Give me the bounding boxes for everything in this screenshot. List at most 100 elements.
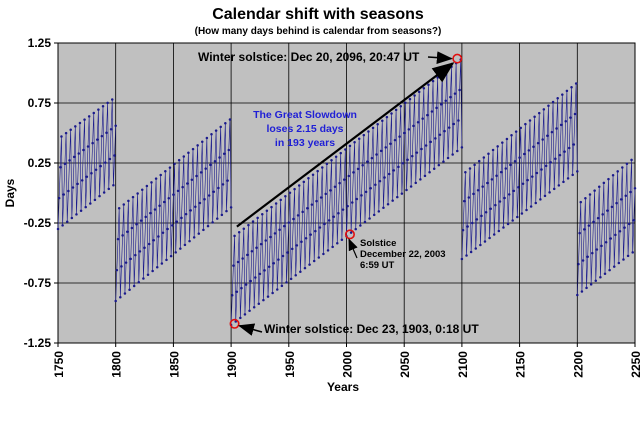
- data-point: [616, 170, 619, 173]
- data-point: [420, 147, 423, 151]
- data-point: [251, 220, 255, 223]
- data-point: [76, 182, 79, 186]
- data-point: [138, 250, 142, 253]
- data-point: [145, 184, 149, 188]
- data-point: [589, 283, 593, 286]
- data-point: [623, 226, 626, 229]
- data-point: [277, 258, 280, 261]
- data-point: [169, 254, 173, 258]
- data-point: [124, 261, 128, 264]
- data-point: [183, 243, 187, 247]
- data-point: [402, 131, 406, 135]
- data-point: [427, 83, 430, 86]
- data-point: [302, 180, 306, 184]
- data-point: [501, 141, 504, 144]
- data-point: [218, 156, 221, 159]
- data-point: [68, 159, 71, 162]
- data-point: [197, 232, 201, 235]
- data-point: [499, 170, 503, 174]
- data-point: [56, 227, 60, 231]
- data-point: [626, 254, 630, 258]
- data-point: [244, 283, 248, 286]
- data-point: [139, 219, 143, 222]
- data-point: [254, 276, 257, 279]
- data-point: [582, 228, 586, 231]
- data-point: [397, 165, 400, 169]
- data-point: [591, 251, 594, 255]
- data-point: [370, 156, 374, 160]
- data-point: [442, 160, 445, 163]
- data-point: [336, 242, 339, 245]
- data-point: [198, 201, 202, 205]
- data-point: [289, 277, 293, 281]
- data-point: [221, 183, 225, 186]
- data-point: [132, 284, 136, 288]
- x-tick-label: 1850: [167, 351, 181, 378]
- data-point: [581, 259, 585, 262]
- data-point: [235, 290, 239, 293]
- data-point: [233, 234, 236, 238]
- data-point: [576, 170, 579, 173]
- data-point: [180, 216, 183, 220]
- data-point: [184, 212, 188, 216]
- data-point: [165, 258, 168, 262]
- data-point: [285, 281, 288, 284]
- data-point: [413, 94, 416, 97]
- data-point: [375, 153, 378, 156]
- data-point: [359, 224, 362, 227]
- data-point: [541, 138, 544, 141]
- data-point: [443, 129, 446, 133]
- data-point: [444, 99, 447, 102]
- data-point: [199, 171, 203, 174]
- data-point: [558, 153, 562, 157]
- data-point: [168, 166, 172, 169]
- data-point: [562, 180, 565, 184]
- data-point: [512, 189, 516, 193]
- data-point: [507, 193, 511, 196]
- data-point: [207, 194, 211, 197]
- data-point: [473, 163, 476, 167]
- data-point: [524, 122, 527, 126]
- chart-title: Calendar shift with seasons: [212, 6, 424, 23]
- y-tick-label: -0.25: [24, 216, 52, 230]
- data-point: [267, 265, 271, 269]
- data-point: [600, 244, 603, 248]
- data-point: [542, 108, 546, 111]
- data-point: [618, 230, 622, 233]
- data-point: [194, 205, 197, 208]
- data-point: [423, 174, 427, 178]
- data-point: [586, 255, 589, 259]
- data-point: [466, 225, 469, 228]
- data-point: [416, 121, 420, 124]
- data-point: [196, 144, 199, 147]
- data-point: [392, 169, 396, 172]
- data-point: [622, 258, 625, 261]
- data-point: [134, 253, 137, 257]
- data-point: [546, 134, 549, 138]
- x-axis-label: Years: [327, 380, 359, 394]
- data-point: [105, 131, 108, 134]
- data-point: [519, 126, 522, 130]
- data-point: [385, 115, 389, 119]
- data-point: [189, 209, 192, 212]
- data-point: [593, 189, 596, 192]
- data-point: [432, 167, 436, 170]
- data-point: [114, 124, 117, 128]
- data-point: [157, 235, 160, 238]
- y-tick-label: 0.25: [28, 156, 52, 170]
- data-point: [348, 144, 352, 148]
- data-point: [550, 130, 554, 134]
- data-point: [489, 207, 492, 210]
- data-point: [573, 112, 577, 116]
- data-point: [516, 215, 519, 219]
- data-point: [97, 108, 100, 111]
- data-point: [89, 202, 92, 205]
- data-point: [517, 186, 520, 189]
- data-point: [505, 137, 509, 141]
- data-point: [309, 233, 312, 236]
- data-point: [411, 154, 414, 158]
- data-point: [295, 244, 299, 247]
- data-point: [384, 146, 387, 149]
- data-point: [237, 231, 241, 234]
- x-tick-label: 1950: [283, 351, 297, 378]
